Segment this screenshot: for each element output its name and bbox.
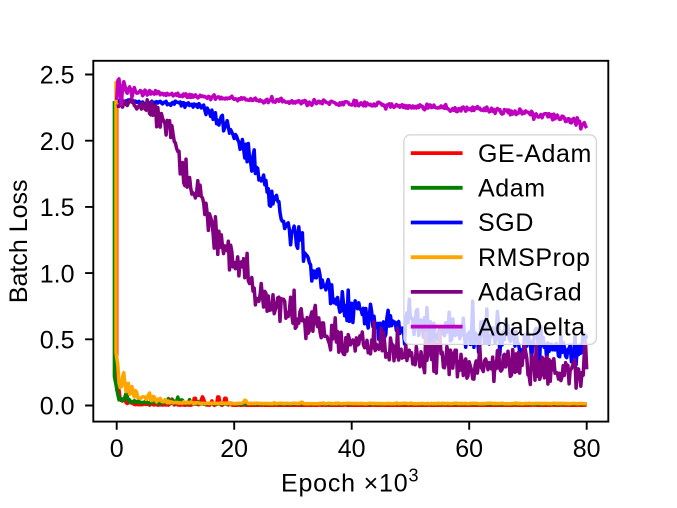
svg-text:0: 0 bbox=[110, 435, 124, 463]
svg-text:Batch Loss: Batch Loss bbox=[5, 179, 33, 303]
svg-text:AdaGrad: AdaGrad bbox=[478, 279, 582, 307]
svg-text:Adam: Adam bbox=[478, 175, 546, 203]
svg-text:1.5: 1.5 bbox=[40, 194, 75, 222]
svg-text:2.5: 2.5 bbox=[40, 62, 75, 90]
svg-text:40: 40 bbox=[338, 435, 366, 463]
svg-text:AdaDelta: AdaDelta bbox=[478, 313, 586, 341]
svg-text:80: 80 bbox=[573, 435, 601, 463]
svg-text:Epoch ×103: Epoch ×103 bbox=[281, 466, 419, 498]
svg-text:20: 20 bbox=[220, 435, 248, 463]
svg-text:GE-Adam: GE-Adam bbox=[478, 140, 592, 168]
svg-text:60: 60 bbox=[455, 435, 483, 463]
svg-text:RMSProp: RMSProp bbox=[478, 244, 591, 272]
svg-text:2.0: 2.0 bbox=[40, 128, 75, 156]
svg-text:1.0: 1.0 bbox=[40, 260, 75, 288]
svg-text:0.0: 0.0 bbox=[40, 393, 75, 421]
svg-text:0.5: 0.5 bbox=[40, 327, 75, 355]
svg-text:SGD: SGD bbox=[478, 209, 534, 237]
